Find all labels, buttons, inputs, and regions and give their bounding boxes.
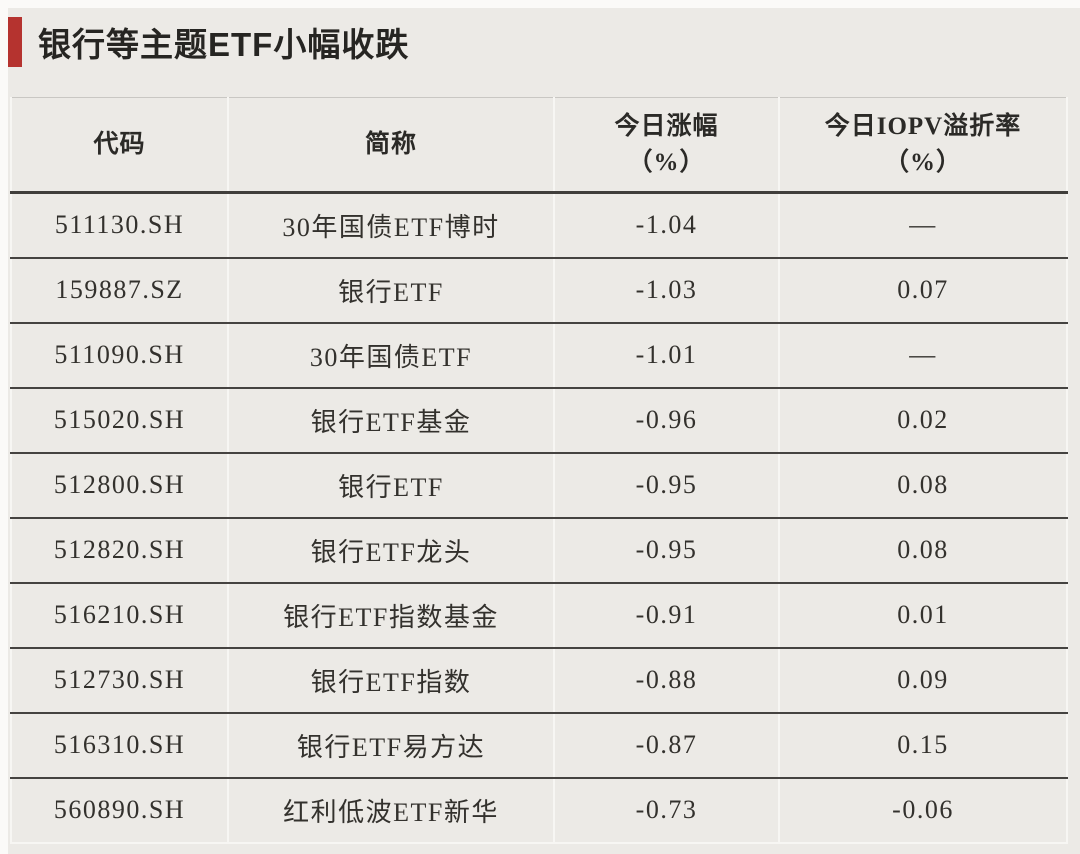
cell-code: 512800.SH <box>11 452 229 519</box>
cell-code: 516310.SH <box>11 712 229 779</box>
cell-change: -1.01 <box>554 322 780 389</box>
cell-code: 159887.SZ <box>11 257 229 324</box>
table-row: 512800.SH 银行ETF -0.95 0.08 <box>11 452 1068 519</box>
cell-iopv: 0.02 <box>779 387 1068 454</box>
cell-change: -0.73 <box>554 777 780 844</box>
cell-iopv: — <box>779 322 1068 389</box>
cell-code: 515020.SH <box>11 387 229 454</box>
cell-change: -0.87 <box>554 712 780 779</box>
cell-name: 红利低波ETF新华 <box>228 777 555 844</box>
column-header-name: 简称 <box>228 97 555 194</box>
column-header-iopv-label: 今日IOPV溢折率 <box>824 112 1022 140</box>
cell-iopv: 0.09 <box>779 647 1068 714</box>
cell-change: -0.96 <box>554 387 780 454</box>
header-row: 代码 简称 今日涨幅 （%） 今日IOPV溢折率 （%） <box>11 97 1068 194</box>
cell-name: 银行ETF易方达 <box>228 712 555 779</box>
cell-name: 银行ETF基金 <box>228 387 555 454</box>
cell-iopv: 0.08 <box>779 517 1068 584</box>
cell-code: 511090.SH <box>11 322 229 389</box>
table-body: 511130.SH 30年国债ETF博时 -1.04 — 159887.SZ 银… <box>11 192 1068 844</box>
column-header-code-label: 代码 <box>93 130 146 158</box>
cell-iopv: -0.06 <box>779 777 1068 844</box>
cell-change: -0.91 <box>554 582 780 649</box>
cell-iopv: 0.07 <box>779 257 1068 324</box>
column-header-change: 今日涨幅 （%） <box>554 97 780 194</box>
column-header-name-label: 简称 <box>364 130 417 158</box>
table-row: 512730.SH 银行ETF指数 -0.88 0.09 <box>11 647 1068 714</box>
cell-name: 30年国债ETF <box>228 322 555 389</box>
table-row: 511090.SH 30年国债ETF -1.01 — <box>11 322 1068 389</box>
title-accent-bar <box>8 17 22 67</box>
cell-code: 512730.SH <box>11 647 229 714</box>
cell-change: -1.04 <box>554 192 780 259</box>
cell-code: 560890.SH <box>11 777 229 844</box>
column-header-iopv: 今日IOPV溢折率 （%） <box>779 97 1068 194</box>
column-header-code: 代码 <box>11 97 229 194</box>
cell-iopv: — <box>779 192 1068 259</box>
cell-change: -1.03 <box>554 257 780 324</box>
cell-name: 银行ETF <box>228 257 555 324</box>
column-header-change-unit: （%） <box>627 148 706 176</box>
column-header-iopv-unit: （%） <box>883 148 962 176</box>
table-row: 512820.SH 银行ETF龙头 -0.95 0.08 <box>11 517 1068 584</box>
cell-name: 银行ETF龙头 <box>228 517 555 584</box>
table-row: 515020.SH 银行ETF基金 -0.96 0.02 <box>11 387 1068 454</box>
cell-change: -0.95 <box>554 517 780 584</box>
cell-name: 银行ETF <box>228 452 555 519</box>
cell-change: -0.88 <box>554 647 780 714</box>
cell-change: -0.95 <box>554 452 780 519</box>
cell-name: 30年国债ETF博时 <box>228 192 555 259</box>
etf-table: 代码 简称 今日涨幅 （%） 今日IOPV溢折率 （%） 511130.SH 3… <box>10 97 1068 844</box>
table-row: 516210.SH 银行ETF指数基金 -0.91 0.01 <box>11 582 1068 649</box>
cell-name: 银行ETF指数 <box>228 647 555 714</box>
table-row: 159887.SZ 银行ETF -1.03 0.07 <box>11 257 1068 324</box>
headline: 银行等主题ETF小幅收跌 <box>8 16 1080 68</box>
table-row: 560890.SH 红利低波ETF新华 -0.73 -0.06 <box>11 777 1068 844</box>
cell-code: 511130.SH <box>11 192 229 259</box>
cell-iopv: 0.01 <box>779 582 1068 649</box>
cell-code: 516210.SH <box>11 582 229 649</box>
table-row: 516310.SH 银行ETF易方达 -0.87 0.15 <box>11 712 1068 779</box>
table-header: 代码 简称 今日涨幅 （%） 今日IOPV溢折率 （%） <box>11 97 1068 194</box>
cell-code: 512820.SH <box>11 517 229 584</box>
cell-iopv: 0.08 <box>779 452 1068 519</box>
page-title: 银行等主题ETF小幅收跌 <box>38 26 410 63</box>
cell-name: 银行ETF指数基金 <box>228 582 555 649</box>
table-row: 511130.SH 30年国债ETF博时 -1.04 — <box>11 192 1068 259</box>
cell-iopv: 0.15 <box>779 712 1068 779</box>
column-header-change-label: 今日涨幅 <box>614 112 719 140</box>
